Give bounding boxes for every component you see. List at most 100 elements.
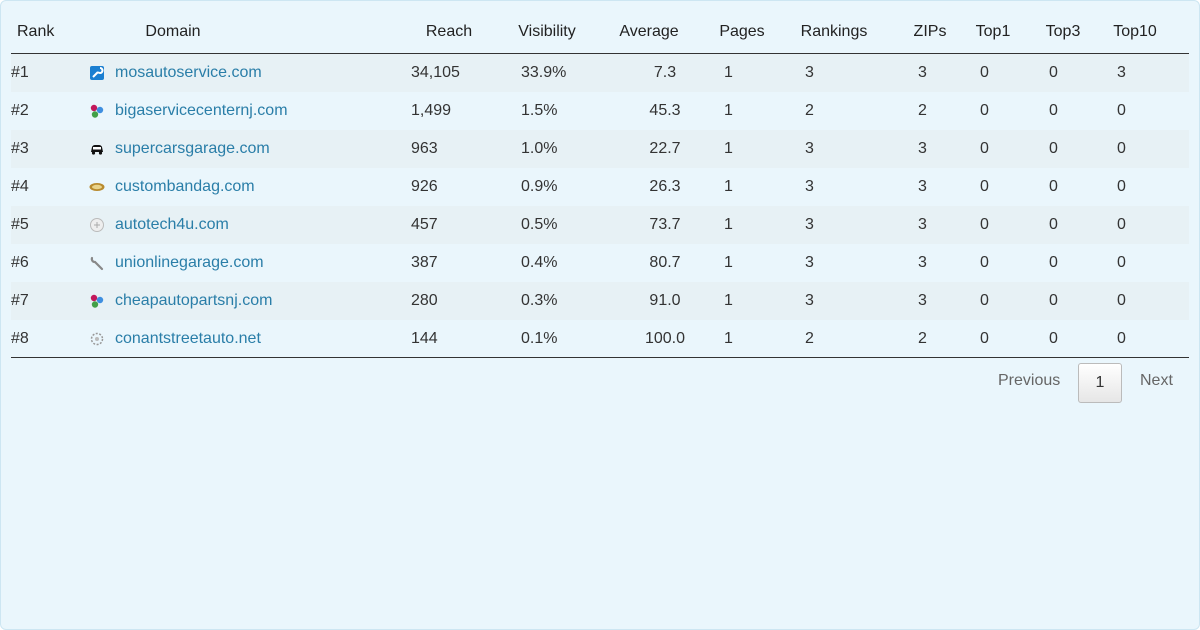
cell: 3	[805, 178, 814, 195]
cell: 926	[411, 178, 438, 195]
column-header: Average	[619, 23, 679, 40]
cell: 0.9%	[521, 178, 558, 195]
cell: 0	[1117, 140, 1126, 157]
column-header: Top1	[975, 23, 1011, 40]
page-button[interactable]: 1	[1078, 363, 1122, 403]
site-icon	[89, 103, 105, 119]
domain-link[interactable]: custombandag.com	[115, 178, 255, 195]
cell: 0	[1117, 178, 1126, 195]
cell: 0	[1117, 216, 1126, 233]
cell: 457	[411, 216, 438, 233]
row-stripe	[11, 206, 1189, 244]
domain-link[interactable]: bigaservicecenternj.com	[115, 102, 288, 119]
column-header: Domain	[145, 23, 201, 40]
cell: 0	[1049, 140, 1058, 157]
cell: 3	[918, 178, 927, 195]
cell: #4	[11, 178, 29, 195]
cell: 1	[724, 64, 733, 81]
site-icon	[89, 65, 105, 81]
cell: 0	[1049, 64, 1058, 81]
cell: 0.1%	[521, 330, 558, 347]
column-header: Top3	[1045, 23, 1081, 40]
cell: 2	[918, 102, 927, 119]
cell: 0	[980, 178, 989, 195]
cell: 26.3	[649, 178, 681, 195]
cell: 3	[805, 292, 814, 309]
column-header: Rankings	[800, 23, 868, 40]
cell: 3	[805, 216, 814, 233]
cell: 0	[1117, 254, 1126, 271]
cell: 1,499	[411, 102, 452, 119]
cell: 0	[1049, 102, 1058, 119]
cell: 1	[724, 140, 733, 157]
cell: 1	[724, 178, 733, 195]
cell: 3	[1117, 64, 1126, 81]
previous-button[interactable]: Previous	[998, 372, 1061, 389]
domain-link[interactable]: supercarsgarage.com	[115, 140, 270, 157]
column-header: Rank	[17, 23, 55, 40]
cell: 7.3	[653, 64, 677, 81]
cell: 3	[918, 64, 927, 81]
site-icon	[89, 293, 105, 309]
cell: 0	[980, 102, 989, 119]
cell: #1	[11, 64, 29, 81]
site-icon	[89, 255, 105, 271]
site-icon	[89, 217, 105, 233]
cell: 0	[1049, 254, 1058, 271]
cell: #5	[11, 216, 29, 233]
cell: #7	[11, 292, 29, 309]
cell: 1	[724, 254, 733, 271]
cell: 0	[980, 330, 989, 347]
cell: 0.4%	[521, 254, 558, 271]
cell: 80.7	[649, 254, 681, 271]
cell: #3	[11, 140, 29, 157]
column-header: ZIPs	[913, 23, 947, 40]
cell: 0	[1049, 292, 1058, 309]
site-icon	[89, 331, 105, 347]
domain-link[interactable]: unionlinegarage.com	[115, 254, 264, 271]
cell: 0	[1049, 330, 1058, 347]
cell: 0.3%	[521, 292, 558, 309]
cell: 22.7	[649, 140, 681, 157]
cell: 0.5%	[521, 216, 558, 233]
column-header: Reach	[425, 23, 473, 40]
cell: 0	[1049, 216, 1058, 233]
cell: 963	[411, 140, 438, 157]
cell: 1.5%	[521, 102, 558, 119]
cell: 0	[1117, 292, 1126, 309]
row-stripe	[11, 282, 1189, 320]
cell: 73.7	[649, 216, 681, 233]
cell: 3	[805, 140, 814, 157]
cell: 0	[980, 254, 989, 271]
cell: #8	[11, 330, 29, 347]
cell: 3	[805, 254, 814, 271]
cell: 3	[918, 292, 927, 309]
cell: 100.0	[644, 330, 686, 347]
next-button[interactable]: Next	[1140, 372, 1173, 389]
column-header: Pages	[719, 23, 765, 40]
cell: 387	[411, 254, 438, 271]
cell: 3	[918, 254, 927, 271]
cell: 2	[805, 102, 814, 119]
header-divider	[11, 53, 1189, 54]
cell: 1	[724, 102, 733, 119]
row-stripe	[11, 54, 1189, 92]
cell: 91.0	[649, 292, 681, 309]
site-icon	[89, 179, 105, 195]
domain-link[interactable]: cheapautopartsnj.com	[115, 292, 273, 309]
cell: 1	[724, 216, 733, 233]
domain-link[interactable]: conantstreetauto.net	[115, 330, 261, 347]
cell: 0	[1117, 102, 1126, 119]
domain-link[interactable]: mosautoservice.com	[115, 64, 262, 81]
row-stripe	[11, 130, 1189, 168]
cell: 3	[805, 64, 814, 81]
cell: 1	[724, 330, 733, 347]
cell: 1	[724, 292, 733, 309]
cell: 0	[980, 140, 989, 157]
cell: 0	[980, 292, 989, 309]
domain-link[interactable]: autotech4u.com	[115, 216, 229, 233]
column-header: Visibility	[518, 23, 576, 40]
cell: #2	[11, 102, 29, 119]
cell: 3	[918, 216, 927, 233]
